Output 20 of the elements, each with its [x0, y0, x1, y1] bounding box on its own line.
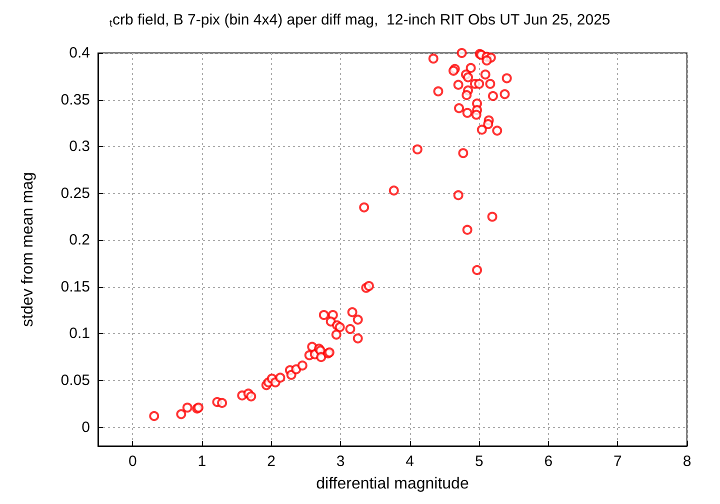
x-tick-label: 1 [198, 453, 206, 470]
x-tick-label: 6 [544, 453, 553, 470]
y-tick-label: 0.3 [69, 138, 90, 156]
y-tick-label: 0.1 [69, 325, 90, 342]
x-tick-label: 0 [128, 453, 137, 470]
y-tick-label: 0.4 [69, 44, 90, 62]
y-tick-label: 0 [82, 418, 90, 436]
x-tick-label: 2 [267, 453, 276, 470]
y-tick-label: 0.2 [69, 232, 90, 249]
y-tick-label: 0.25 [60, 184, 90, 202]
x-axis-title: differential magnitude [316, 476, 469, 492]
x-tick-label: 8 [682, 453, 692, 470]
y-axis-title: stdev from mean mag [20, 172, 36, 327]
x-tick-label: 4 [406, 453, 414, 470]
y-tick-label: 0.35 [60, 91, 90, 108]
y-tick-label: 0.15 [60, 278, 90, 296]
y-tick-label: 0.05 [60, 372, 90, 389]
x-tick-label: 5 [474, 453, 484, 470]
x-tick-label: 3 [336, 453, 345, 470]
x-tick-label: 7 [614, 453, 622, 470]
